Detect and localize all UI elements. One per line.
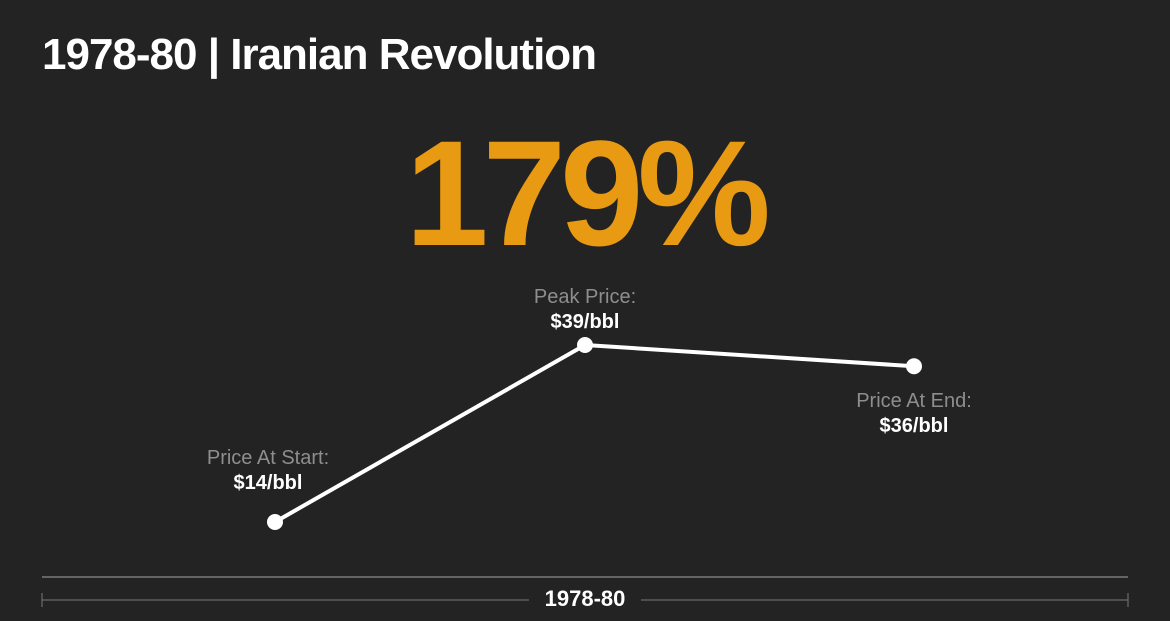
start-price-caption: Price At Start: bbox=[206, 447, 330, 469]
period-label: 1978-80 bbox=[0, 584, 1170, 614]
start-price-label: Price At Start: $14/bbl bbox=[148, 446, 388, 496]
start-price-point bbox=[267, 514, 283, 530]
end-price-caption: Price At End: bbox=[856, 390, 972, 412]
peak-price-value: $39/bbl bbox=[550, 311, 620, 333]
peak-price-point bbox=[577, 337, 593, 353]
end-price-value: $36/bbl bbox=[879, 415, 949, 437]
period-label-text: 1978-80 bbox=[528, 586, 642, 611]
end-price-point bbox=[906, 358, 922, 375]
peak-price-caption: Peak Price: bbox=[533, 286, 637, 308]
start-price-value: $14/bbl bbox=[233, 472, 303, 494]
end-price-label: Price At End: $36/bbl bbox=[794, 389, 1034, 439]
series-line-segment bbox=[583, 343, 916, 369]
price-change-percent: 179% bbox=[405, 109, 771, 277]
page-title: 1978-80 | Iranian Revolution bbox=[42, 30, 597, 79]
peak-price-label: Peak Price: $39/bbl bbox=[465, 285, 705, 335]
series-line-segment bbox=[273, 343, 587, 524]
